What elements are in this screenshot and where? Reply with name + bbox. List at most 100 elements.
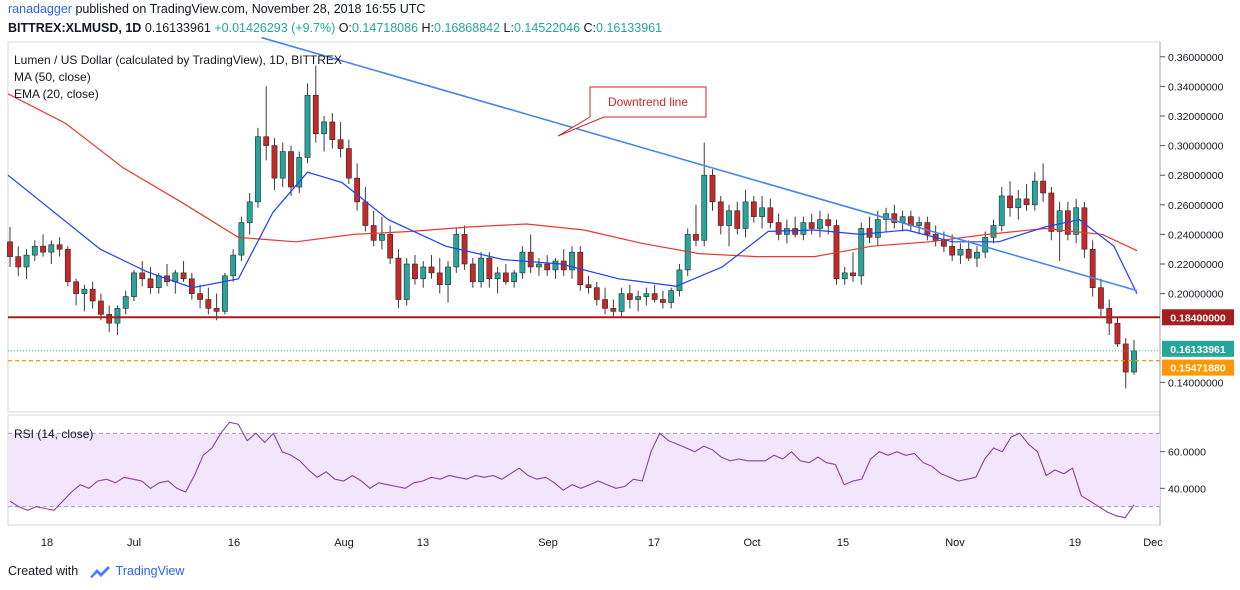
candle (98, 293, 104, 321)
dashed-price-label: 0.15471880 (1162, 359, 1234, 376)
candle-body (387, 234, 394, 259)
candle-body (288, 151, 294, 188)
candle-body (974, 251, 980, 259)
candle-body (412, 263, 418, 280)
dashed-price-label-text: 0.15471880 (1170, 363, 1226, 375)
candle-body (89, 288, 96, 302)
rsi-legend[interactable]: RSI (14, close) (14, 427, 94, 441)
ohlc-high: 0.16868842 (434, 21, 501, 35)
candle-body (312, 94, 319, 135)
candle-body (1015, 198, 1022, 209)
candle (585, 275, 592, 294)
ma-50-line (7, 93, 1138, 258)
created-with-text: Created with (8, 564, 79, 578)
candle-body (403, 263, 410, 300)
candle (197, 284, 203, 309)
ma-legend[interactable]: MA (50, close) (14, 70, 91, 84)
ohlc-close: 0.16133961 (596, 21, 663, 35)
candle-body (626, 293, 633, 300)
candle-body (1089, 248, 1096, 288)
x-tick-label: 15 (837, 537, 849, 549)
author-link[interactable]: ranadagger (8, 2, 72, 16)
candle-body (1122, 343, 1129, 373)
candle (114, 305, 121, 336)
candle (31, 240, 38, 262)
candle (544, 255, 551, 276)
candle (106, 305, 113, 333)
candle-body (56, 244, 63, 250)
candle-body (64, 248, 71, 283)
candle-body (742, 201, 749, 229)
candle (461, 225, 468, 270)
candle-body (221, 275, 228, 312)
candle (792, 216, 799, 238)
candle-body (734, 210, 741, 229)
candle (750, 195, 757, 223)
x-tick-label: Aug (334, 537, 354, 549)
candle-body (1081, 207, 1088, 250)
candle-body (957, 248, 964, 256)
candle (734, 201, 741, 235)
candle (7, 227, 13, 267)
candle-body (147, 278, 154, 288)
candle (131, 269, 137, 301)
candle (709, 169, 716, 211)
candle-body (122, 296, 129, 309)
candle-body (188, 278, 195, 294)
candle-body (618, 293, 625, 312)
candle-body (139, 272, 146, 280)
current-price-label-text: 0.16133961 (1170, 344, 1226, 356)
candle-body (1106, 308, 1113, 324)
candle (329, 113, 336, 149)
candle (246, 192, 253, 235)
candle (1122, 338, 1129, 389)
x-tick-label: Jul (127, 537, 141, 549)
candle (626, 284, 633, 309)
candle-body (304, 94, 311, 158)
candle-body (329, 121, 336, 140)
candle (122, 290, 129, 315)
tradingview-link[interactable]: TradingView (115, 564, 185, 578)
candle (1098, 278, 1104, 318)
last-price: 0.16133961 (144, 21, 211, 35)
ohlc-high-label: H: (421, 21, 435, 35)
candle (1040, 163, 1046, 202)
candle (998, 187, 1005, 232)
ohlc-open-label: O: (338, 21, 352, 35)
candle-body (767, 207, 774, 223)
price-change: +0.01426293 (+9.7%) (214, 21, 336, 35)
candle (1056, 201, 1063, 262)
candle-body (858, 228, 865, 277)
candle-body (709, 174, 716, 203)
candle-body (1048, 192, 1055, 232)
candle-body (536, 263, 542, 268)
candle-body (726, 210, 732, 226)
candle (81, 284, 88, 312)
rsi-y-tick-label: 40.0000 (1168, 483, 1206, 495)
candle-body (891, 213, 898, 223)
ema-legend[interactable]: EMA (20, close) (14, 87, 99, 101)
candle-body (98, 300, 104, 315)
candle (618, 287, 625, 318)
candle (1114, 317, 1121, 347)
candle-body (635, 296, 642, 300)
y-tick-label: 0.36000000 (1168, 52, 1224, 64)
candle-body (31, 245, 38, 256)
candle (858, 222, 865, 285)
candle (527, 234, 534, 273)
price-pane (7, 41, 1161, 413)
candle (990, 219, 997, 244)
candle (643, 287, 650, 306)
candle-body (874, 219, 881, 238)
candle (428, 255, 435, 279)
candle (1031, 172, 1038, 211)
candle (73, 278, 80, 306)
candle (486, 252, 493, 288)
candle-body (552, 260, 559, 271)
x-tick-label: Sep (538, 537, 558, 549)
candle-body (949, 245, 956, 256)
candle-body (693, 234, 699, 241)
candle (436, 258, 443, 294)
candle-body (701, 174, 708, 241)
